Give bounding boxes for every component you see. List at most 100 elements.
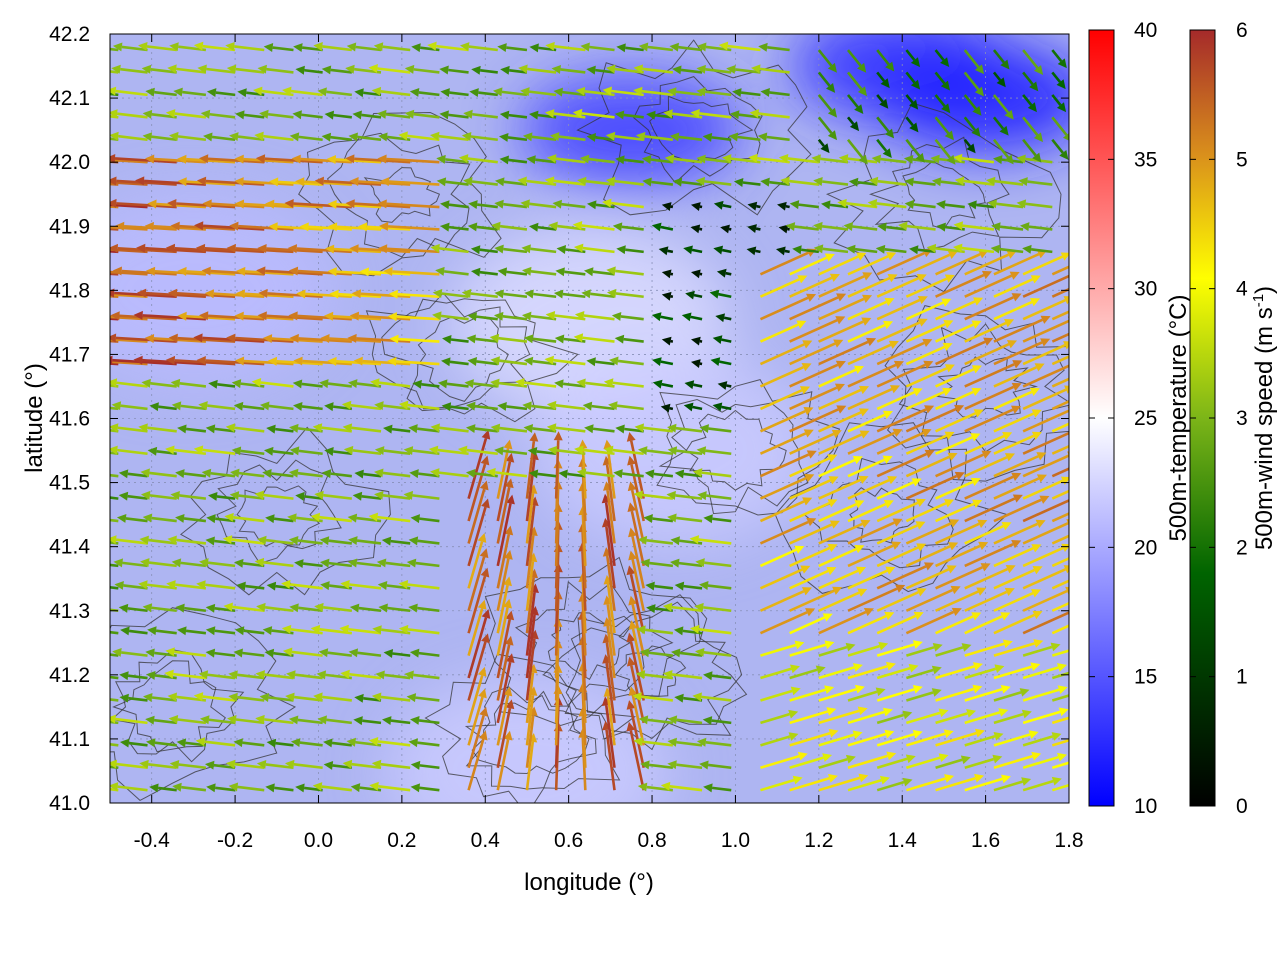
wind-vector	[876, 276, 920, 298]
wind-vector-head	[226, 64, 237, 74]
wind-vector	[293, 695, 323, 702]
wind-vector	[678, 45, 703, 52]
wind-vector-head	[1011, 382, 1022, 392]
wind-vector	[116, 112, 148, 119]
wind-vector-head	[857, 706, 868, 716]
wind-vector	[818, 340, 869, 366]
wind-vector-head	[1033, 132, 1044, 143]
wind-vector-head	[346, 42, 357, 52]
wind-vector-head	[908, 245, 919, 255]
wind-vector	[906, 732, 946, 747]
wind-vector	[629, 730, 645, 791]
wind-vector	[380, 762, 411, 770]
wind-vector-head	[171, 558, 182, 568]
wind-vector-head	[88, 649, 97, 658]
wind-vector-head	[792, 245, 802, 255]
wind-vector	[555, 157, 586, 164]
wind-vector-head	[257, 311, 267, 321]
wind-vector	[964, 456, 1008, 478]
wind-vector	[202, 448, 236, 456]
wind-vector-head	[497, 43, 507, 53]
wind-vector-head	[633, 737, 643, 747]
wind-vector-head	[193, 445, 204, 455]
wind-vector-head	[1027, 102, 1037, 113]
wind-vector	[234, 45, 265, 52]
wind-vectors	[84, 41, 1069, 793]
wind-vector-head	[1062, 132, 1069, 141]
wind-vector-head	[257, 535, 267, 545]
wind-vector-head	[437, 379, 448, 389]
wind-vector	[243, 314, 294, 321]
wind-vector	[705, 157, 732, 164]
wind-vector-head	[165, 355, 176, 365]
wind-vector-head	[760, 177, 770, 187]
wind-vector	[362, 719, 382, 725]
wind-vector	[1022, 755, 1059, 769]
wind-vector-head	[142, 513, 153, 523]
wind-vector-head	[758, 42, 768, 52]
wind-vector-head	[974, 64, 985, 75]
wind-vector	[179, 382, 207, 388]
wind-vector-head	[479, 548, 489, 559]
wind-vector-head	[626, 656, 636, 667]
wind-vector	[1051, 624, 1069, 635]
wind-vector-head	[574, 311, 585, 320]
wind-vector-head	[813, 221, 823, 231]
wind-vector-head	[1012, 360, 1023, 369]
wind-vector-head	[702, 716, 713, 726]
wind-vector-head	[347, 333, 357, 343]
wind-vector-head	[972, 105, 982, 116]
wind-vector-head	[1032, 610, 1043, 620]
wind-vector-head	[614, 110, 625, 120]
wind-vector	[418, 651, 440, 657]
wind-vector	[789, 616, 826, 635]
wind-vector	[499, 359, 528, 366]
wind-vector	[643, 426, 674, 433]
wind-vector-head	[669, 42, 679, 52]
wind-vector-head	[196, 356, 206, 366]
wind-vector-head	[829, 520, 840, 529]
wind-vector	[964, 296, 1014, 321]
wind-vector-head	[225, 423, 236, 433]
wind-vector	[993, 754, 1033, 769]
wind-vector-head	[888, 340, 899, 349]
wind-vector	[127, 607, 148, 613]
wind-vector	[378, 785, 411, 792]
wind-vector	[1051, 355, 1069, 366]
wind-vector	[1051, 512, 1069, 523]
wind-vector	[847, 276, 890, 298]
wind-vector-head	[408, 738, 418, 748]
wind-vector	[154, 269, 206, 276]
wind-vector	[651, 180, 674, 186]
wind-vector-head	[732, 88, 742, 98]
wind-vector-head	[175, 469, 185, 479]
wind-vector	[759, 432, 807, 455]
wind-vector	[472, 112, 498, 119]
wind-vector	[847, 778, 882, 792]
wind-vector-head	[815, 665, 826, 675]
wind-vector	[177, 135, 207, 142]
wind-vector-head	[529, 432, 539, 442]
contour-line	[542, 594, 743, 740]
wind-vector-head	[84, 513, 93, 522]
wind-vector-head	[116, 513, 127, 523]
wind-vector	[905, 390, 945, 411]
wind-vector-head	[635, 131, 646, 141]
wind-vector	[243, 629, 265, 635]
wind-vector-head	[110, 198, 117, 208]
wind-vector-head	[479, 480, 489, 491]
wind-vector-head	[403, 446, 414, 456]
wind-vector	[935, 687, 975, 702]
wind-vector-head	[147, 446, 158, 456]
wind-vector-head	[924, 449, 935, 459]
wind-vector	[905, 367, 948, 388]
wind-vector-head	[993, 155, 1003, 165]
wind-vector	[818, 522, 863, 545]
wind-speed-colorbar-label: 500m-wind speed (m s-1)	[1250, 286, 1278, 550]
wind-vector-head	[288, 536, 299, 545]
wind-vector-head	[317, 87, 327, 97]
wind-vector	[110, 518, 119, 523]
wind-vector-head	[1006, 250, 1017, 259]
wind-vector-head	[846, 244, 856, 254]
wind-vector-head	[552, 199, 563, 209]
